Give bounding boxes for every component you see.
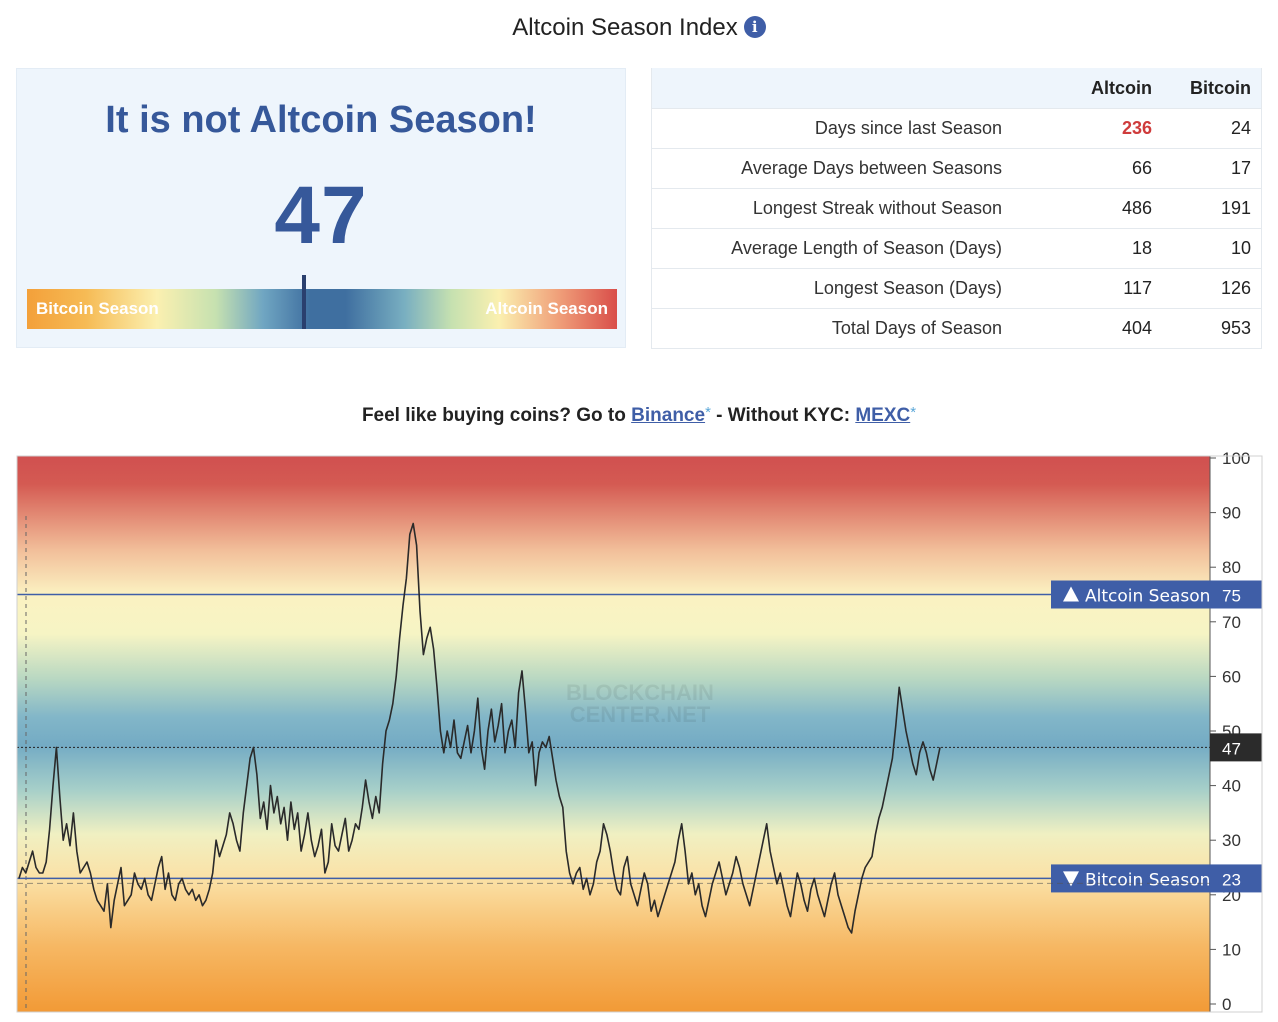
- y-tick-label: 60: [1222, 667, 1241, 686]
- page-title: Altcoin Season Index i: [0, 14, 1278, 42]
- threshold-value-badge: [1210, 864, 1262, 893]
- index-series-line: [18, 522, 941, 934]
- table-row: Average Length of Season (Days) 18 10: [651, 228, 1262, 269]
- binance-link[interactable]: Binance: [631, 405, 706, 426]
- y-tick-label: 0: [1222, 995, 1231, 1014]
- threshold-badge-label: Altcoin Season: [1085, 587, 1210, 607]
- bitcoin-value: 953: [1162, 308, 1262, 349]
- watermark-text: CENTER.NET: [570, 702, 711, 727]
- season-status-panel: It is not Altcoin Season! 47 Bitcoin Sea…: [16, 68, 626, 348]
- row-label: Average Length of Season (Days): [651, 228, 1042, 269]
- gauge-label-bitcoin: Bitcoin Season: [36, 299, 159, 318]
- y-tick-label: 90: [1222, 504, 1241, 523]
- table-row: Longest Streak without Season 486 191: [651, 188, 1262, 229]
- table-row: Days since last Season 236 24: [651, 108, 1262, 149]
- gauge-label-altcoin: Altcoin Season: [485, 299, 608, 318]
- table-row: Average Days between Seasons 66 17: [651, 148, 1262, 189]
- bitcoin-value: 17: [1162, 148, 1262, 189]
- table-header-row: Altcoin Bitcoin: [651, 68, 1262, 109]
- down-triangle-icon: [1063, 871, 1079, 887]
- bitcoin-value: 10: [1162, 228, 1262, 269]
- up-triangle-icon: [1063, 586, 1079, 602]
- row-label: Longest Season (Days): [651, 268, 1042, 309]
- row-label: Days since last Season: [651, 108, 1042, 149]
- row-label: Total Days of Season: [651, 308, 1042, 349]
- threshold-value-label: 23: [1222, 870, 1241, 889]
- binance-star: *: [705, 404, 711, 421]
- altcoin-value: 236: [1042, 108, 1162, 149]
- threshold-value-label: 75: [1222, 587, 1241, 606]
- promo-text-mid: - Without KYC:: [710, 405, 856, 426]
- mexc-star: *: [910, 404, 917, 421]
- chart-border: [16, 455, 1263, 1013]
- promo-text: Feel like buying coins? Go to: [361, 405, 632, 426]
- y-tick-label: 70: [1222, 613, 1241, 632]
- altcoin-value: 66: [1042, 148, 1162, 189]
- altcoin-season-chart: 0102030405060708090100BLOCKCHAINCENTER.N…: [16, 450, 1263, 1014]
- page-title-text: Altcoin Season Index: [512, 14, 738, 41]
- index-value: 47: [274, 170, 368, 261]
- info-icon[interactable]: i: [743, 16, 766, 38]
- altcoin-value: 18: [1042, 228, 1162, 269]
- current-value-label: 47: [1222, 739, 1241, 758]
- threshold-value-badge: [1210, 580, 1262, 609]
- table-row: Total Days of Season 404 953: [651, 308, 1262, 349]
- threshold-badge-label: Bitcoin Season: [1085, 870, 1210, 890]
- y-tick-label: 100: [1222, 450, 1250, 468]
- season-stats-table: Altcoin Bitcoin Days since last Season 2…: [651, 68, 1262, 349]
- bitcoin-value: 24: [1162, 108, 1262, 149]
- column-header-bitcoin: Bitcoin: [1162, 68, 1262, 109]
- season-gauge-bar: Bitcoin Season Altcoin Season: [27, 289, 617, 329]
- row-label: Longest Streak without Season: [651, 188, 1042, 229]
- column-header-altcoin: Altcoin: [1042, 68, 1162, 109]
- y-tick-label: 10: [1222, 940, 1241, 959]
- current-value-badge: [1210, 733, 1262, 762]
- row-label: Average Days between Seasons: [651, 148, 1042, 189]
- altcoin-value: 117: [1042, 268, 1162, 309]
- mexc-link[interactable]: MEXC: [855, 405, 911, 426]
- bitcoin-value: 126: [1162, 268, 1262, 309]
- altcoin-value: 404: [1042, 308, 1162, 349]
- threshold-badge: [1051, 580, 1210, 609]
- altcoin-value: 486: [1042, 188, 1162, 229]
- threshold-badge: [1051, 864, 1210, 893]
- watermark-text: BLOCKCHAIN: [566, 680, 714, 705]
- y-tick-label: 40: [1222, 777, 1241, 796]
- season-headline: It is not Altcoin Season!: [105, 99, 537, 141]
- bitcoin-value: 191: [1162, 188, 1262, 229]
- chart-background: [17, 456, 1210, 1012]
- y-tick-label: 30: [1222, 831, 1241, 850]
- table-header-empty: [651, 68, 1042, 109]
- promo-line: Feel like buying coins? Go to Binance* -…: [0, 404, 1278, 427]
- y-tick-label: 80: [1222, 558, 1241, 577]
- gauge-marker: [302, 275, 307, 329]
- table-row: Longest Season (Days) 117 126: [651, 268, 1262, 309]
